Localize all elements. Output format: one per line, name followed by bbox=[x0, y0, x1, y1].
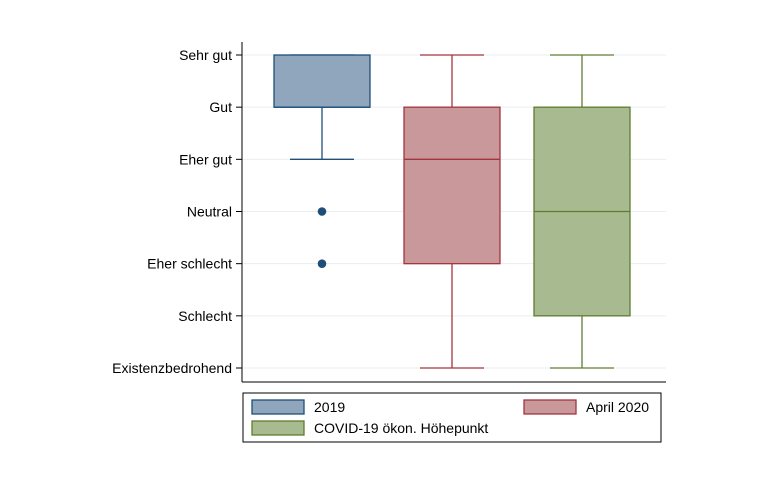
box-2 bbox=[403, 54, 501, 369]
box-iqr bbox=[273, 54, 371, 108]
box-plot-series bbox=[273, 54, 631, 369]
y-tick-label: Sehr gut bbox=[179, 47, 232, 63]
y-tick-label: Gut bbox=[209, 99, 232, 115]
box-iqr bbox=[403, 106, 501, 265]
legend-frame bbox=[242, 392, 662, 443]
y-tick-label: Eher gut bbox=[179, 151, 232, 167]
outlier-point bbox=[317, 259, 327, 268]
y-tick-labels: Existenzbedrohend Schlecht Eher schlecht Ne… bbox=[112, 47, 242, 376]
legend-swatch bbox=[251, 399, 305, 415]
legend-label: April 2020 bbox=[586, 399, 649, 415]
legend-label: 2019 bbox=[314, 399, 345, 415]
y-tick-label: Eher schlecht bbox=[147, 256, 232, 272]
legend: 2019 April 2020 COVID-19 ökon. Höhepunkt bbox=[242, 392, 662, 443]
legend-label: COVID-19 ökon. Höhepunkt bbox=[314, 420, 488, 436]
y-tick-label: Existenzbedrohend bbox=[112, 360, 232, 376]
outlier-point bbox=[317, 207, 327, 216]
y-tick-label: Schlecht bbox=[178, 308, 232, 324]
legend-swatch bbox=[523, 399, 577, 415]
y-tick-label: Neutral bbox=[187, 204, 232, 220]
box-1 bbox=[273, 54, 371, 268]
box-3 bbox=[533, 54, 631, 369]
legend-swatch bbox=[251, 420, 305, 436]
